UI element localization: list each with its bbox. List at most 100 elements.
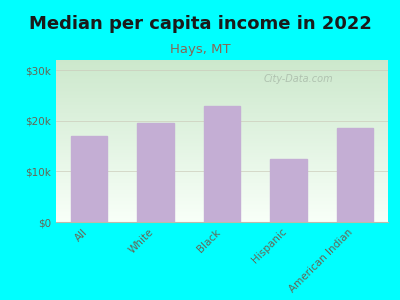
- Bar: [56, 75, 388, 76]
- Bar: [56, 136, 388, 137]
- Bar: [56, 67, 388, 68]
- Bar: [56, 161, 388, 162]
- Bar: [56, 69, 388, 70]
- Bar: [336, 128, 373, 222]
- Bar: [56, 200, 388, 201]
- Bar: [56, 94, 388, 95]
- Bar: [71, 136, 108, 222]
- Bar: [56, 179, 388, 180]
- Bar: [56, 100, 388, 101]
- Bar: [56, 182, 388, 183]
- Bar: [56, 84, 388, 85]
- Bar: [56, 127, 388, 128]
- Bar: [56, 124, 388, 125]
- Bar: [204, 106, 240, 222]
- Bar: [56, 60, 388, 61]
- Bar: [56, 141, 388, 142]
- Bar: [56, 185, 388, 186]
- Bar: [56, 68, 388, 69]
- Bar: [56, 144, 388, 145]
- Bar: [56, 93, 388, 94]
- Bar: [56, 76, 388, 77]
- Bar: [56, 145, 388, 146]
- Text: Median per capita income in 2022: Median per capita income in 2022: [28, 15, 372, 33]
- Bar: [56, 176, 388, 177]
- Bar: [56, 216, 388, 217]
- Bar: [56, 103, 388, 104]
- Bar: [56, 122, 388, 123]
- Bar: [56, 77, 388, 78]
- Bar: [56, 199, 388, 200]
- Bar: [56, 110, 388, 111]
- Bar: [56, 181, 388, 182]
- Bar: [56, 220, 388, 221]
- Bar: [56, 168, 388, 169]
- Bar: [56, 193, 388, 194]
- Bar: [56, 201, 388, 202]
- Bar: [56, 174, 388, 175]
- Bar: [56, 192, 388, 193]
- Bar: [56, 196, 388, 197]
- Bar: [56, 154, 388, 155]
- Bar: [56, 78, 388, 79]
- Bar: [56, 82, 388, 83]
- Bar: [56, 105, 388, 106]
- Bar: [56, 189, 388, 190]
- Bar: [56, 221, 388, 222]
- Bar: [56, 97, 388, 98]
- Bar: [56, 169, 388, 170]
- Bar: [56, 128, 388, 129]
- Bar: [56, 159, 388, 160]
- Bar: [56, 138, 388, 139]
- Bar: [56, 187, 388, 188]
- Bar: [56, 160, 388, 161]
- Bar: [56, 165, 388, 166]
- Bar: [56, 126, 388, 127]
- Bar: [56, 134, 388, 135]
- Bar: [56, 131, 388, 132]
- Bar: [56, 62, 388, 63]
- Bar: [56, 191, 388, 192]
- Bar: [56, 92, 388, 93]
- Bar: [56, 202, 388, 203]
- Bar: [56, 203, 388, 204]
- Bar: [56, 206, 388, 207]
- Bar: [56, 212, 388, 213]
- Bar: [56, 71, 388, 72]
- Bar: [56, 65, 388, 66]
- Bar: [56, 150, 388, 151]
- Bar: [56, 73, 388, 74]
- Bar: [56, 108, 388, 109]
- Bar: [56, 135, 388, 136]
- Bar: [56, 61, 388, 62]
- Bar: [56, 129, 388, 130]
- Bar: [56, 85, 388, 86]
- Bar: [56, 147, 388, 148]
- Bar: [56, 72, 388, 73]
- Bar: [56, 208, 388, 209]
- Bar: [56, 178, 388, 179]
- Bar: [56, 133, 388, 134]
- Bar: [56, 164, 388, 165]
- Bar: [56, 195, 388, 196]
- Bar: [56, 156, 388, 157]
- Bar: [56, 88, 388, 89]
- Bar: [56, 98, 388, 99]
- Bar: [56, 96, 388, 97]
- Bar: [56, 184, 388, 185]
- Bar: [56, 207, 388, 208]
- Bar: [56, 170, 388, 171]
- Bar: [56, 89, 388, 90]
- Bar: [56, 140, 388, 141]
- Bar: [56, 213, 388, 214]
- Text: City-Data.com: City-Data.com: [264, 74, 333, 84]
- Bar: [56, 100, 388, 101]
- Bar: [56, 188, 388, 189]
- Bar: [56, 74, 388, 75]
- Bar: [56, 102, 388, 103]
- Bar: [56, 155, 388, 156]
- Bar: [56, 148, 388, 149]
- Bar: [56, 70, 388, 71]
- Bar: [56, 86, 388, 87]
- Bar: [56, 109, 388, 110]
